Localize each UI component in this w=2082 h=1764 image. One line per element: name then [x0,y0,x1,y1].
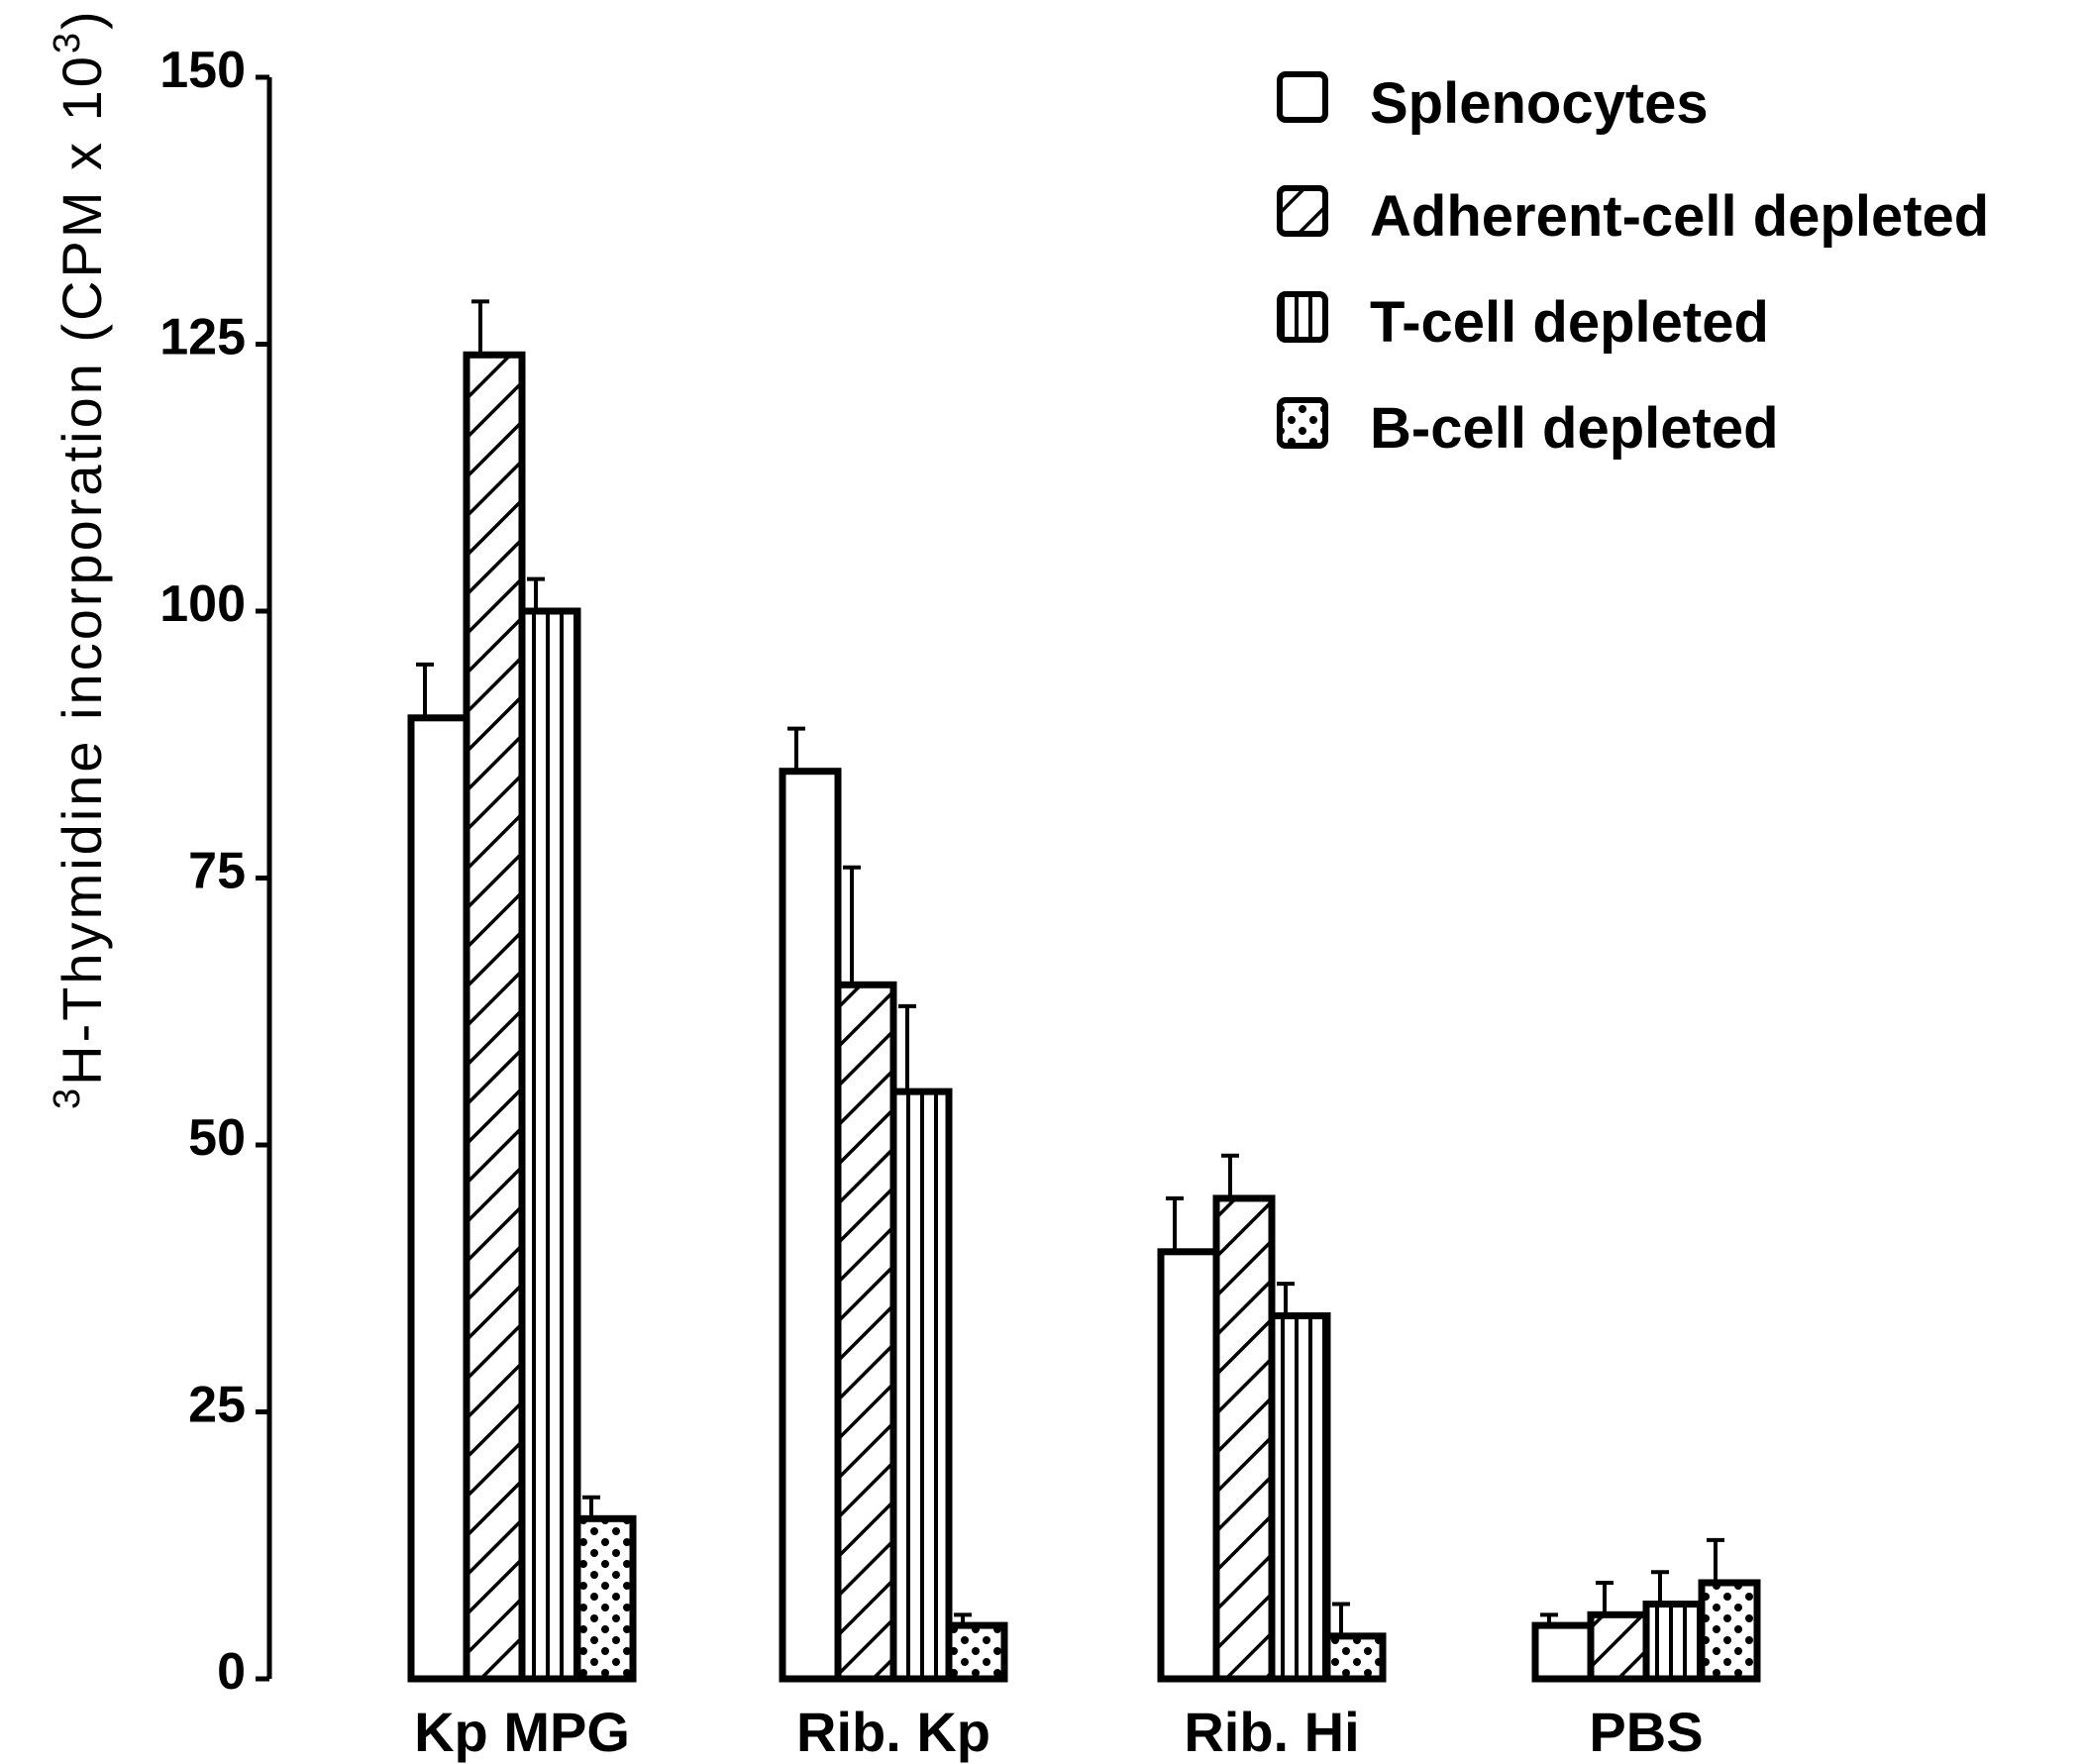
y-tick-label-125: 125 [159,309,246,366]
category-label-kp-mpg: Kp MPG [414,1701,630,1763]
category-label-rib-hi: Rib. Hi [1184,1701,1359,1763]
legend: Splenocytes Adherent-cell depleted T-cel… [1277,71,1989,461]
bar-rib-kp-adherent-cell-depleted [834,981,897,1683]
category-label-rib-kp: Rib. Kp [796,1701,990,1763]
y-tick-label-100: 100 [159,575,246,633]
bar-rib-hi-b-cell-depleted [1323,1632,1387,1683]
bar-kp-mpg-t-cell-depleted [518,607,581,1683]
category-label-pbs: PBS [1589,1701,1703,1763]
legend-swatch-open [1277,71,1328,123]
bar-kp-mpg-b-cell-depleted [573,1514,637,1683]
bar-kp-mpg-adherent-cell-depleted [463,351,526,1683]
bar-pbs-t-cell-depleted [1642,1601,1706,1683]
legend-label-splenocytes: Splenocytes [1370,71,1709,136]
category-labels: Kp MPG Rib. Kp Rib. Hi PBS [414,1701,1703,1763]
bar-rib-hi-t-cell-depleted [1268,1311,1331,1683]
bar-pbs-splenocytes [1531,1621,1595,1683]
y-tick-label-0: 0 [217,1643,246,1701]
legend-label-t-cell-depleted: T-cell depleted [1370,290,1769,355]
bars [407,299,1761,1683]
y-axis-label-main: H-Thymidine incorporation (CPM x 10 [51,53,113,1086]
bar-rib-kp-splenocytes [779,768,842,1683]
y-tick-label-50: 50 [188,1109,246,1167]
y-axis-label: 3H-Thymidine incorporation (CPM x 103) [47,8,113,1109]
bar-rib-hi-splenocytes [1157,1248,1220,1683]
legend-item-splenocytes: Splenocytes [1277,71,1709,136]
legend-label-b-cell-depleted: B-cell depleted [1370,396,1779,461]
y-axis-label-superscript: 3 [47,1086,88,1109]
y-tick-label-75: 75 [188,843,246,900]
legend-item-b-cell-depleted: B-cell depleted [1277,396,1779,461]
legend-label-adherent-cell-depleted: Adherent-cell depleted [1370,184,1989,249]
legend-item-t-cell-depleted: T-cell depleted [1277,290,1769,355]
legend-swatch-dotted [1277,397,1328,449]
legend-swatch-vertical [1277,291,1328,343]
legend-item-adherent-cell-depleted: Adherent-cell depleted [1277,184,1989,249]
bar-pbs-adherent-cell-depleted [1587,1610,1650,1683]
y-axis-label-exponent: 3 [47,30,88,53]
bar-rib-kp-b-cell-depleted [945,1621,1008,1683]
bar-pbs-b-cell-depleted [1698,1579,1761,1683]
y-ticks: 0 25 50 75 100 125 150 [159,42,269,1701]
legend-swatch-diagonal [1277,185,1328,237]
y-tick-label-25: 25 [188,1377,246,1434]
y-axis-label-close: ) [51,8,113,30]
y-tick-label-150: 150 [159,42,246,99]
bar-rib-kp-t-cell-depleted [889,1088,953,1683]
bar-kp-mpg-splenocytes [407,714,470,1683]
bar-rib-hi-adherent-cell-depleted [1212,1194,1276,1683]
